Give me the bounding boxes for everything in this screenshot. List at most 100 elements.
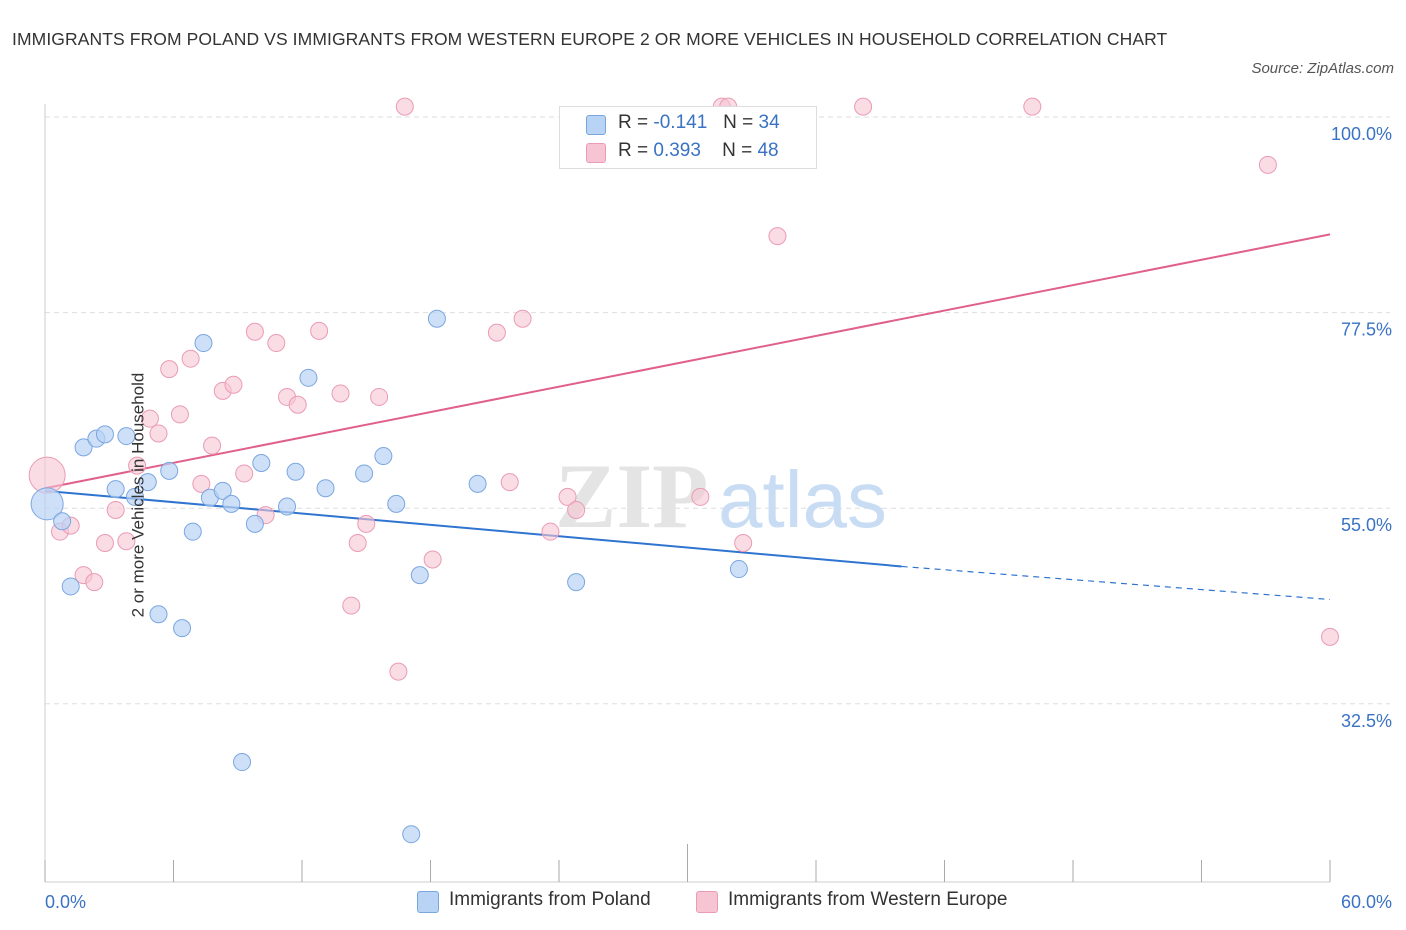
point-poland	[567, 573, 586, 592]
legend-n-value: 48	[757, 140, 779, 161]
point-poland	[95, 425, 114, 444]
point-poland	[374, 447, 393, 466]
point-western-europe	[500, 473, 519, 492]
bottom-legend-label-western-europe: Immigrants from Western Europe	[728, 889, 1008, 910]
bottom-legend-swatch-western-europe	[696, 891, 718, 913]
y-tick-label: 100.0%	[1331, 124, 1392, 144]
point-western-europe	[395, 97, 414, 116]
point-poland	[74, 438, 93, 457]
tick-labels: 32.5% 55.0% 77.5% 100.0% 0.0% 60.0%	[45, 124, 1392, 912]
watermark-atlas: atlas	[718, 455, 887, 544]
legend-r-value: -0.141	[653, 112, 708, 133]
point-poland	[316, 479, 335, 498]
trend-lines	[44, 233, 1331, 601]
y-tick-label: 55.0%	[1341, 515, 1392, 535]
point-poland	[427, 309, 446, 328]
trend-line-poland-extension	[901, 565, 1331, 601]
point-western-europe	[357, 514, 376, 533]
point-western-europe	[117, 532, 136, 551]
point-poland	[138, 473, 157, 492]
point-poland	[160, 461, 179, 480]
legend-n-value: 34	[758, 112, 780, 133]
correlation-legend: R = -0.141 N = 34 R = 0.393 N = 48	[559, 106, 817, 169]
point-poland	[53, 512, 72, 531]
y-tick-label: 32.5%	[1341, 711, 1392, 731]
bottom-legend-label-poland: Immigrants from Poland	[449, 889, 651, 910]
point-poland	[30, 487, 64, 521]
point-poland	[149, 605, 168, 624]
point-poland	[61, 577, 80, 596]
point-western-europe	[267, 334, 286, 353]
legend-r-label: R =	[618, 112, 649, 133]
point-western-europe	[342, 596, 361, 615]
point-western-europe	[85, 573, 104, 592]
point-western-europe	[558, 487, 577, 506]
point-western-europe	[854, 97, 873, 116]
bottom-legend-swatch-poland	[417, 891, 439, 913]
point-western-europe	[1321, 627, 1339, 646]
point-western-europe	[192, 474, 211, 493]
point-western-europe	[423, 550, 442, 569]
chart-title: IMMIGRANTS FROM POLAND VS IMMIGRANTS FRO…	[12, 29, 1168, 49]
point-western-europe	[235, 464, 254, 483]
legend-swatch-poland	[586, 115, 606, 135]
point-poland	[278, 497, 297, 516]
point-poland	[106, 480, 125, 499]
point-poland	[125, 487, 144, 506]
point-poland	[222, 494, 241, 513]
point-western-europe	[128, 456, 147, 475]
point-poland	[252, 454, 271, 473]
points-poland	[30, 309, 748, 844]
point-western-europe	[106, 500, 125, 519]
grid-lines	[45, 116, 1390, 705]
point-western-europe	[487, 323, 506, 342]
point-western-europe	[513, 309, 532, 328]
point-western-europe	[245, 322, 264, 341]
point-western-europe	[541, 522, 560, 541]
point-western-europe	[149, 424, 168, 443]
point-poland	[468, 474, 487, 493]
point-poland	[183, 522, 202, 541]
point-western-europe	[170, 405, 189, 424]
point-poland	[245, 514, 264, 533]
point-western-europe	[1258, 155, 1277, 174]
source-label: Source: ZipAtlas.com	[1251, 60, 1394, 77]
point-poland	[729, 560, 748, 579]
legend-r-value: 0.393	[653, 140, 701, 161]
point-western-europe	[140, 409, 159, 428]
point-western-europe	[734, 533, 753, 552]
legend-swatch-western-europe	[586, 143, 606, 163]
point-poland	[286, 462, 305, 481]
point-poland	[402, 825, 421, 844]
point-poland	[299, 368, 318, 387]
watermark: ZIP atlas	[555, 445, 887, 547]
point-western-europe	[181, 349, 200, 368]
point-western-europe	[370, 387, 389, 406]
point-western-europe	[691, 487, 710, 506]
point-western-europe	[1023, 97, 1042, 116]
point-poland	[213, 481, 232, 500]
legend-n-label: N =	[723, 112, 754, 133]
points-western-europe	[28, 97, 1339, 681]
trend-line-poland	[44, 489, 902, 568]
trend-line-western-europe	[44, 233, 1331, 490]
x-tick-label: 60.0%	[1341, 892, 1392, 912]
point-poland	[410, 566, 429, 585]
y-tick-label: 77.5%	[1341, 320, 1392, 340]
point-western-europe	[389, 662, 408, 681]
point-western-europe	[288, 395, 307, 414]
point-western-europe	[160, 360, 179, 379]
point-western-europe	[768, 227, 787, 246]
point-poland	[233, 753, 252, 772]
watermark-zip: ZIP	[555, 445, 708, 547]
point-western-europe	[310, 321, 329, 340]
legend-n-label: N =	[722, 140, 753, 161]
point-western-europe	[331, 384, 350, 403]
point-western-europe	[95, 533, 114, 552]
point-western-europe	[224, 375, 243, 394]
point-poland	[355, 464, 374, 483]
point-poland	[387, 494, 406, 513]
point-western-europe	[203, 436, 222, 455]
legend-r-label: R =	[618, 140, 649, 161]
